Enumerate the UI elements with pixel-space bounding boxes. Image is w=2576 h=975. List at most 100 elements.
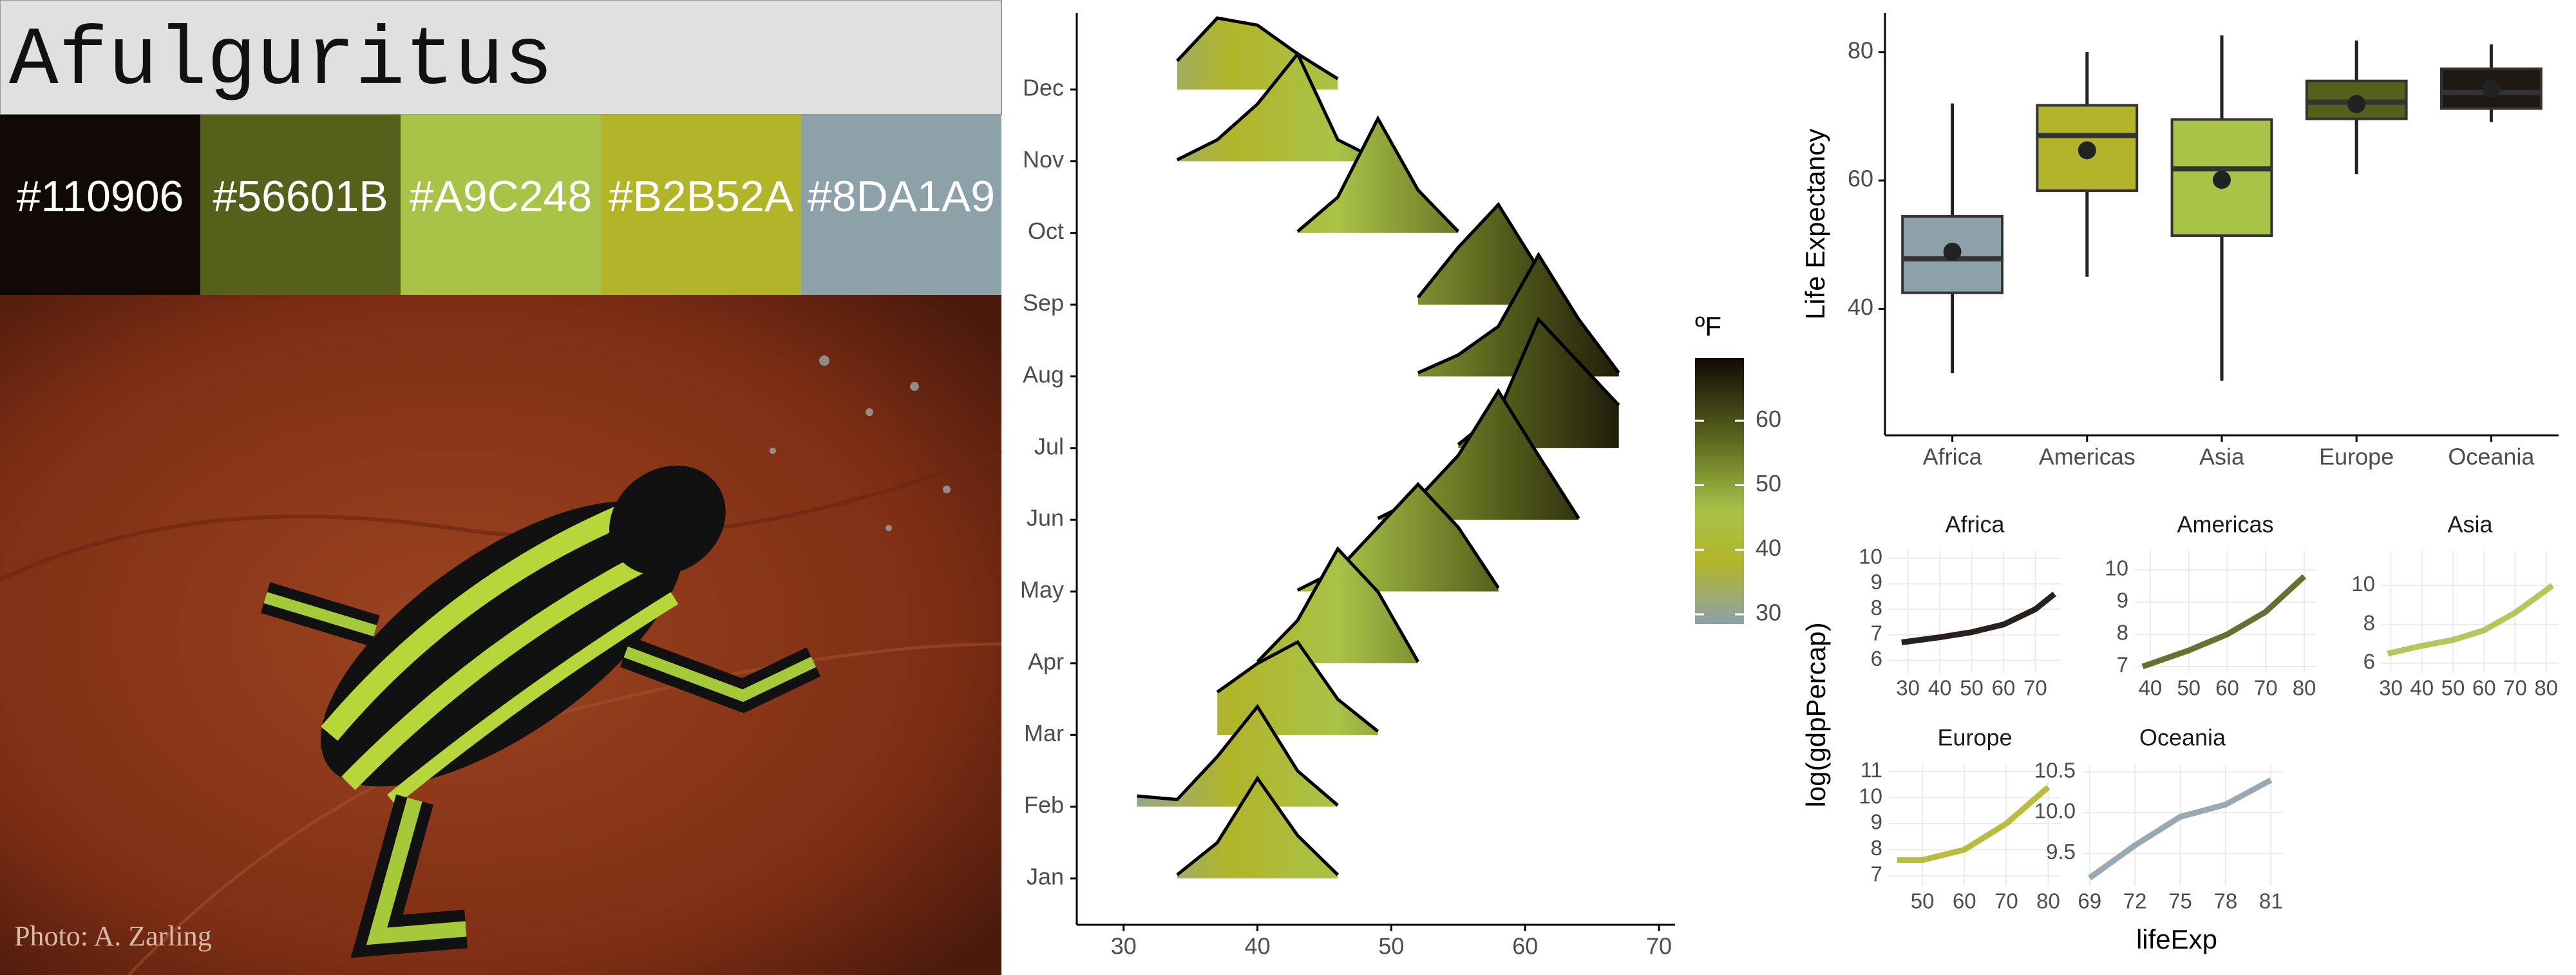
x-tick-label: 60	[1953, 889, 1976, 913]
ridge-line	[1216, 639, 1379, 733]
y-tick-label: Jan	[1027, 864, 1064, 890]
x-tick-label: 40	[2410, 676, 2434, 700]
y-tick-label: 9.5	[2046, 840, 2076, 864]
y-tick-label: 6	[1871, 647, 1882, 670]
y-tick-label: 8	[1871, 836, 1882, 860]
y-tick-label: 10	[2105, 556, 2128, 580]
legend-title: ºF	[1695, 311, 1721, 341]
x-tick-label: 60	[1992, 676, 2016, 700]
y-tick-label: 40	[1848, 294, 1873, 320]
x-tick-label: 60	[2472, 676, 2496, 700]
x-tick-label: 30	[2379, 676, 2403, 700]
x-axis-title: lifeExp	[2136, 924, 2217, 954]
y-tick-label: Nov	[1023, 146, 1064, 173]
x-tick-label: 50	[1378, 933, 1404, 960]
trend-line	[2387, 583, 2555, 657]
x-tick-label: 60	[2215, 676, 2239, 700]
y-axis-title: Life Expectancy	[1800, 129, 1830, 320]
x-tick-label: Americas	[2039, 444, 2136, 470]
colorbar	[1695, 358, 1744, 624]
x-tick-label: 78	[2213, 889, 2237, 913]
y-tick-label: 9	[1871, 570, 1882, 594]
swatch-label: #56601B	[213, 172, 388, 221]
y-tick-label: Mar	[1024, 720, 1064, 746]
y-tick-label: Aug	[1023, 361, 1064, 388]
y-tick-label: 11	[1861, 758, 1882, 782]
mean	[2213, 171, 2231, 189]
y-tick-label: Dec	[1023, 75, 1064, 101]
ridge-area	[1297, 118, 1459, 233]
ridge-area	[1177, 778, 1338, 878]
swatch	[200, 115, 401, 295]
mean	[2482, 79, 2501, 98]
y-tick-label: 6	[2363, 650, 2375, 674]
y-tick-label: 10	[2351, 572, 2375, 596]
x-tick-label: 50	[2441, 676, 2465, 700]
ridge-area	[1177, 53, 1378, 162]
x-tick-label: 69	[2078, 889, 2101, 913]
x-tick-label: 50	[1960, 676, 1984, 700]
swatch	[401, 115, 601, 295]
trend-line	[1901, 591, 2056, 645]
ridge-line	[1176, 16, 1339, 80]
ridge-line	[1137, 703, 1339, 807]
colorbar-label: 40	[1756, 535, 1781, 561]
x-tick-label: 70	[2023, 676, 2047, 700]
y-tick-label: 9	[2117, 589, 2128, 612]
y-tick-label: Jun	[1027, 505, 1064, 531]
trend-line	[2141, 574, 2307, 670]
ridge-area	[1137, 706, 1338, 807]
swatch-label: #B2B52A	[609, 172, 794, 221]
y-tick-label: 10	[1859, 784, 1882, 808]
trend-line	[1897, 784, 2050, 864]
x-tick-label: 81	[2259, 889, 2283, 913]
swatch-label: #8DA1A9	[808, 172, 995, 221]
x-tick-label: 40	[1245, 933, 1271, 960]
mean	[1943, 242, 1962, 261]
ridge-line	[1417, 202, 1540, 299]
colorbar-label: 60	[1756, 406, 1781, 432]
x-tick-label: 40	[2139, 676, 2163, 700]
swatch	[801, 115, 1001, 295]
x-tick-label: Oceania	[2448, 444, 2535, 470]
panel-title: Americas	[2177, 511, 2273, 538]
photo	[0, 295, 1003, 975]
trend-line	[2088, 777, 2273, 880]
y-tick-label: May	[1020, 576, 1064, 603]
panel-title: Europe	[1937, 724, 2012, 751]
ridge-area	[1177, 18, 1338, 90]
y-tick-label: 7	[1871, 862, 1882, 886]
y-axis-title: log(gdpPercap)	[1801, 622, 1831, 807]
ridge-line	[1296, 115, 1460, 233]
swatch-label: #110906	[17, 172, 184, 221]
y-tick-label: Oct	[1028, 218, 1064, 244]
palette-title: Afulguritus	[9, 15, 553, 108]
mean	[2078, 141, 2096, 160]
palette: #110906 #56601B #A9C248 #B2B52A #8DA1A9	[0, 115, 1001, 295]
title-bar	[0, 0, 1002, 115]
x-tick-label: Africa	[1923, 444, 1983, 470]
x-tick-label: 60	[1512, 933, 1538, 960]
x-tick-label: Europe	[2319, 444, 2394, 470]
swatch	[0, 115, 200, 295]
ridge-line	[1176, 51, 1379, 162]
ridge-area	[1417, 254, 1619, 377]
x-tick-label: 70	[1994, 889, 2018, 913]
ridge-line	[1176, 775, 1340, 876]
ridge-area	[1257, 549, 1418, 663]
photo-credit: Photo: A. Zarling	[14, 920, 212, 952]
y-tick-label: Apr	[1028, 648, 1064, 674]
ridge-line	[1256, 546, 1420, 663]
y-tick-label: Jul	[1034, 433, 1064, 459]
x-tick-label: 70	[2254, 676, 2278, 700]
panel-title: Africa	[1945, 511, 2005, 538]
swatch-label: #A9C248	[410, 172, 592, 221]
y-tick-label: 80	[1848, 37, 1873, 63]
x-tick-label: 75	[2168, 889, 2192, 913]
mean	[2347, 95, 2366, 113]
x-tick-label: 70	[1646, 933, 1672, 960]
box-chart: 40 60 80 Life Expectancy Africa Americas Asia E…	[1800, 13, 2559, 470]
ridgeline-chart: Jan Feb Mar Apr May Jun Jul Aug Sep Oct Nov Dec 30 40…	[1020, 13, 1781, 960]
